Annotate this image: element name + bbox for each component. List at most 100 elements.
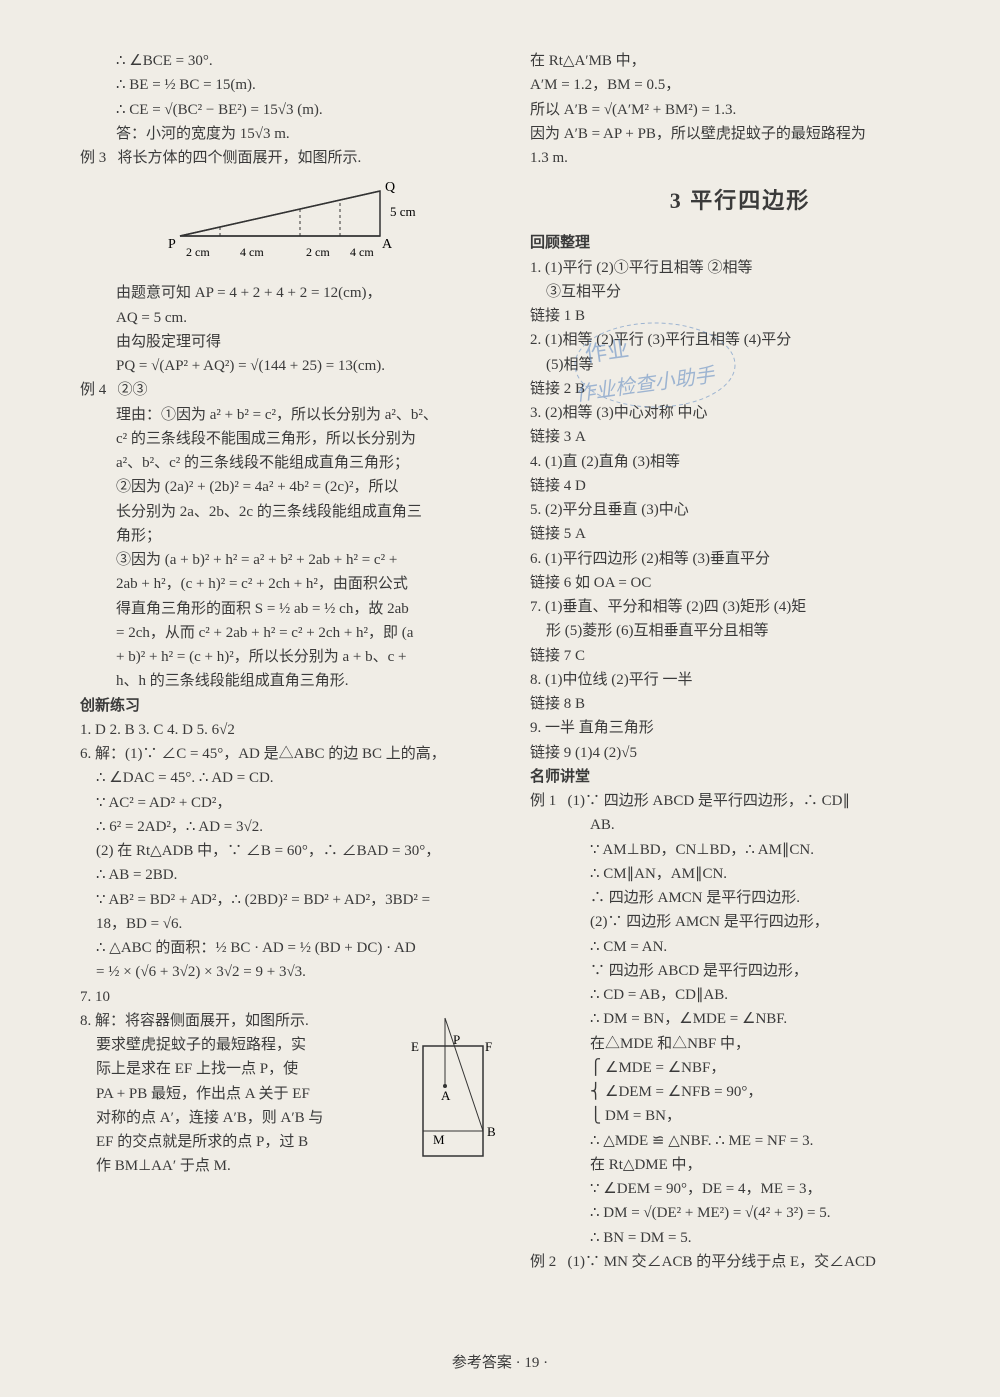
text-line: 8. 解：将容器侧面展开，如图所示.: [80, 1010, 397, 1033]
text-line: 在△MDE 和△NBF 中，: [530, 1033, 950, 1056]
svg-text:2 cm: 2 cm: [186, 245, 210, 259]
text-line: PA + PB 最短，作出点 A 关于 EF: [80, 1083, 397, 1106]
example-label: 例 1: [530, 793, 556, 809]
text-line: 2ab + h²，(c + h)² = c² + 2ch + h²，由面积公式: [80, 573, 500, 596]
text-line: 链接 6 如 OA = OC: [530, 572, 950, 595]
text-line: 6. (1)平行四边形 (2)相等 (3)垂直平分: [530, 548, 950, 571]
text-line: ∵ ∠DEM = 90°，DE = 4，ME = 3，: [530, 1178, 950, 1201]
text-line: ∴ CM∥AN，AM∥CN.: [530, 863, 950, 886]
text-line: 作 BM⊥AA′ 于点 M.: [80, 1155, 397, 1178]
text-line: ∴ △MDE ≌ △NBF. ∴ ME = NF = 3.: [530, 1130, 950, 1153]
text-line: 链接 3 A: [530, 426, 950, 449]
example-heading: 例 4 ②③: [80, 379, 500, 402]
example-label: 例 2: [530, 1254, 556, 1270]
review-title: 回顾整理: [530, 232, 950, 255]
point-Q: Q: [385, 180, 395, 195]
figure-gecko: A′ E P F A M B: [405, 1016, 500, 1166]
text-line: ∴ CM = AN.: [530, 936, 950, 959]
svg-text:M: M: [433, 1132, 445, 1147]
text-line: 由勾股定理可得: [80, 331, 500, 354]
text-line: 所以 A′B = √(A′M² + BM²) = 1.3.: [530, 99, 950, 122]
text-line: ∴ 四边形 AMCN 是平行四边形.: [530, 887, 950, 910]
text-line: 链接 9 (1)4 (2)√5: [530, 742, 950, 765]
left-column: ∴ ∠BCE = 30°. ∴ BE = ½ BC = 15(m). ∴ CE …: [80, 50, 500, 1275]
text-line: a²、b²、c² 的三条线段不能组成直角三角形；: [80, 452, 500, 475]
text-line: 2. (1)相等 (2)平行 (3)平行且相等 (4)平分: [530, 329, 950, 352]
text-line: ∴ BN = DM = 5.: [530, 1227, 950, 1250]
text-line: ∴ CE = √(BC² − BE²) = 15√3 (m).: [80, 99, 500, 122]
teacher-title: 名师讲堂: [530, 766, 950, 789]
svg-text:5 cm: 5 cm: [390, 204, 416, 219]
text-line: EF 的交点就是所求的点 P，过 B: [80, 1131, 397, 1154]
text-line: 在 Rt△DME 中，: [530, 1154, 950, 1177]
text-line: AQ = 5 cm.: [80, 307, 500, 330]
text-line: 8. (1)中位线 (2)平行 一半: [530, 669, 950, 692]
text-line: ∴ △ABC 的面积：½ BC · AD = ½ (BD + DC) · AD: [80, 937, 500, 960]
text-line: ⎧ ∠MDE = ∠NBF，: [530, 1057, 950, 1080]
example-text: (1)∵ 四边形 ABCD 是平行四边形，∴ CD∥: [568, 793, 851, 809]
text-line: 链接 8 B: [530, 693, 950, 716]
text-line: c² 的三条线段不能围成三角形，所以长分别为: [80, 428, 500, 451]
text-line: ∵ AM⊥BD，CN⊥BD，∴ AM∥CN.: [530, 839, 950, 862]
example-label: 例 4: [80, 382, 106, 398]
figure-cuboid-unfold: Q 5 cm P A 2 cm 4 cm 2 cm 4 cm: [80, 176, 500, 276]
text-line: ∵ AB² = BD² + AD²，∴ (2BD)² = BD² + AD²，3…: [80, 889, 500, 912]
text-line: = ½ × (√6 + 3√2) × 3√2 = 9 + 3√3.: [80, 961, 500, 984]
text-line: 3. (2)相等 (3)中心对称 中心: [530, 402, 950, 425]
text-line: 7. (1)垂直、平分和相等 (2)四 (3)矩形 (4)矩: [530, 596, 950, 619]
svg-text:2 cm: 2 cm: [306, 245, 330, 259]
text-line: 链接 5 A: [530, 523, 950, 546]
text-line: 形 (5)菱形 (6)互相垂直平分且相等: [530, 620, 950, 643]
text-line: h、h 的三条线段能组成直角三角形.: [80, 670, 500, 693]
text-line: 链接 2 B: [530, 378, 950, 401]
svg-text:P: P: [453, 1032, 460, 1047]
section-title: 3 平行四边形: [530, 184, 950, 218]
svg-text:A: A: [382, 237, 393, 252]
svg-text:P: P: [168, 237, 176, 252]
text-line: ③因为 (a + b)² + h² = a² + b² + 2ab + h² =…: [80, 549, 500, 572]
text-line: 链接 4 D: [530, 475, 950, 498]
text-line: ∴ DM = √(DE² + ME²) = √(4² + 3²) = 5.: [530, 1202, 950, 1225]
text-line: A′M = 1.2，BM = 0.5，: [530, 74, 950, 97]
example-heading: 例 3 将长方体的四个侧面展开，如图所示.: [80, 147, 500, 170]
text-line: ∴ DM = BN，∠MDE = ∠NBF.: [530, 1008, 950, 1031]
text-line: 链接 1 B: [530, 305, 950, 328]
text-line: 得直角三角形的面积 S = ½ ab = ½ ch，故 2ab: [80, 598, 500, 621]
text-line: ②因为 (2a)² + (2b)² = 4a² + 4b² = (2c)²，所以: [80, 476, 500, 499]
example-heading: 例 2 (1)∵ MN 交∠ACB 的平分线于点 E，交∠ACD: [530, 1251, 950, 1274]
text-line: (5)相等: [530, 354, 950, 377]
text-line: 1.3 m.: [530, 147, 950, 170]
svg-text:B: B: [487, 1124, 496, 1139]
text-line: PQ = √(AP² + AQ²) = √(144 + 25) = 13(cm)…: [80, 355, 500, 378]
text-line: 9. 一半 直角三角形: [530, 717, 950, 740]
right-column: 在 Rt△A′MB 中， A′M = 1.2，BM = 0.5， 所以 A′B …: [530, 50, 950, 1275]
text-line: 角形；: [80, 525, 500, 548]
text-line: 长分别为 2a、2b、2c 的三条线段能组成直角三: [80, 501, 500, 524]
text-line: 1. D 2. B 3. C 4. D 5. 6√2: [80, 719, 500, 742]
text-line: 理由：①因为 a² + b² = c²，所以长分别为 a²、b²、: [80, 404, 500, 427]
text-line: (2) 在 Rt△ADB 中，∵ ∠B = 60°，∴ ∠BAD = 30°，: [80, 840, 500, 863]
text-line: ∴ AB = 2BD.: [80, 864, 500, 887]
example-label: 例 3: [80, 150, 106, 166]
svg-text:E: E: [411, 1039, 419, 1054]
text-line: 因为 A′B = AP + PB，所以壁虎捉蚊子的最短路程为: [530, 123, 950, 146]
text-line: 在 Rt△A′MB 中，: [530, 50, 950, 73]
text-line: = 2ch，从而 c² + 2ab + h² = c² + 2ch + h²，即…: [80, 622, 500, 645]
text-line: ∵ 四边形 ABCD 是平行四边形，: [530, 960, 950, 983]
page-footer: 参考答案 · 19 ·: [0, 1352, 1000, 1375]
text-line: 要求壁虎捉蚊子的最短路程，实: [80, 1034, 397, 1057]
svg-text:A: A: [441, 1088, 451, 1103]
text-line: + b)² + h² = (c + h)²，所以长分别为 a + b、c +: [80, 646, 500, 669]
text-line: 答：小河的宽度为 15√3 m.: [80, 123, 500, 146]
text-line: 际上是求在 EF 上找一点 P，使: [80, 1058, 397, 1081]
example-text: ②③: [118, 382, 148, 398]
point-Aprime: A′: [441, 1016, 453, 1019]
text-line: ∴ ∠BCE = 30°.: [80, 50, 500, 73]
text-line: 由题意可知 AP = 4 + 2 + 4 + 2 = 12(cm)，: [80, 282, 500, 305]
text-line: ∴ BE = ½ BC = 15(m).: [80, 74, 500, 97]
text-line: 6. 解：(1)∵ ∠C = 45°，AD 是△ABC 的边 BC 上的高，: [80, 743, 500, 766]
text-line: 7. 10: [80, 986, 500, 1009]
text-line: ⎨ ∠DEM = ∠NFB = 90°，: [530, 1081, 950, 1104]
subsection-title: 创新练习: [80, 695, 500, 718]
text-line: 链接 7 C: [530, 645, 950, 668]
